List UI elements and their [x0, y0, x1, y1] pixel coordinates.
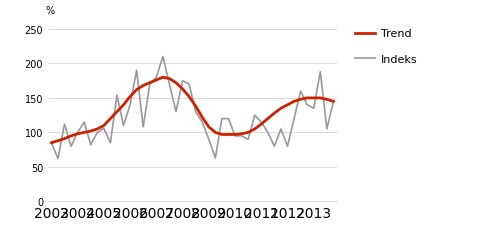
Trend	[127, 96, 132, 98]
Indeks	[166, 83, 172, 86]
Trend	[238, 133, 244, 136]
Trend	[180, 88, 185, 91]
Indeks	[330, 101, 336, 103]
Trend	[199, 116, 204, 119]
Trend	[48, 142, 54, 144]
Trend	[94, 128, 100, 131]
Trend	[81, 131, 87, 134]
Indeks	[271, 145, 276, 148]
Trend	[245, 131, 251, 134]
Indeks	[218, 118, 224, 120]
Trend	[114, 111, 120, 114]
Trend	[192, 105, 198, 108]
Trend	[120, 104, 126, 107]
Trend	[252, 128, 257, 131]
Indeks	[153, 76, 159, 79]
Indeks	[258, 121, 264, 124]
Text: %: %	[45, 6, 54, 16]
Indeks	[238, 135, 244, 138]
Trend	[330, 101, 336, 103]
Trend	[173, 82, 179, 85]
Indeks	[127, 104, 132, 107]
Indeks	[225, 118, 231, 120]
Trend	[74, 133, 80, 136]
Indeks	[133, 70, 139, 72]
Indeks	[205, 138, 211, 141]
Trend	[186, 96, 192, 98]
Trend	[133, 89, 139, 92]
Indeks	[120, 125, 126, 127]
Trend	[212, 131, 218, 134]
Indeks	[146, 83, 152, 86]
Indeks	[48, 142, 54, 144]
Trend	[225, 134, 231, 136]
Trend	[153, 79, 159, 82]
Indeks	[317, 71, 323, 74]
Trend	[284, 104, 290, 107]
Indeks	[114, 94, 120, 97]
Trend	[277, 107, 283, 110]
Indeks	[212, 157, 218, 160]
Indeks	[140, 126, 146, 129]
Indeks	[94, 131, 100, 134]
Indeks	[324, 128, 329, 131]
Indeks	[252, 114, 257, 117]
Indeks	[310, 107, 316, 110]
Trend	[290, 101, 296, 103]
Indeks	[192, 111, 198, 114]
Trend	[324, 98, 329, 101]
Trend	[218, 134, 224, 136]
Line: Indeks: Indeks	[51, 57, 333, 159]
Trend	[205, 126, 211, 129]
Indeks	[304, 104, 310, 107]
Indeks	[108, 142, 113, 144]
Indeks	[74, 131, 80, 134]
Indeks	[290, 118, 296, 120]
Indeks	[277, 128, 283, 131]
Trend	[297, 98, 303, 101]
Indeks	[173, 111, 179, 114]
Indeks	[199, 121, 204, 124]
Trend	[271, 112, 276, 115]
Trend	[317, 97, 323, 100]
Trend	[232, 134, 238, 136]
Line: Trend: Trend	[51, 78, 333, 143]
Indeks	[160, 56, 166, 59]
Trend	[310, 97, 316, 100]
Indeks	[101, 127, 107, 130]
Indeks	[88, 144, 94, 147]
Trend	[68, 135, 74, 138]
Trend	[61, 138, 67, 140]
Indeks	[81, 121, 87, 124]
Indeks	[68, 145, 74, 148]
Legend: Trend, Indeks: Trend, Indeks	[350, 25, 421, 69]
Indeks	[55, 158, 60, 160]
Indeks	[232, 135, 238, 138]
Trend	[258, 123, 264, 126]
Indeks	[297, 90, 303, 93]
Trend	[101, 125, 107, 127]
Trend	[146, 82, 152, 85]
Indeks	[245, 138, 251, 141]
Trend	[304, 97, 310, 100]
Trend	[88, 130, 94, 133]
Trend	[160, 76, 166, 79]
Trend	[166, 78, 172, 81]
Indeks	[284, 145, 290, 148]
Trend	[55, 140, 60, 142]
Indeks	[180, 80, 185, 83]
Indeks	[186, 83, 192, 86]
Trend	[108, 118, 113, 120]
Indeks	[61, 123, 67, 126]
Indeks	[264, 131, 270, 134]
Trend	[140, 85, 146, 87]
Trend	[264, 118, 270, 120]
